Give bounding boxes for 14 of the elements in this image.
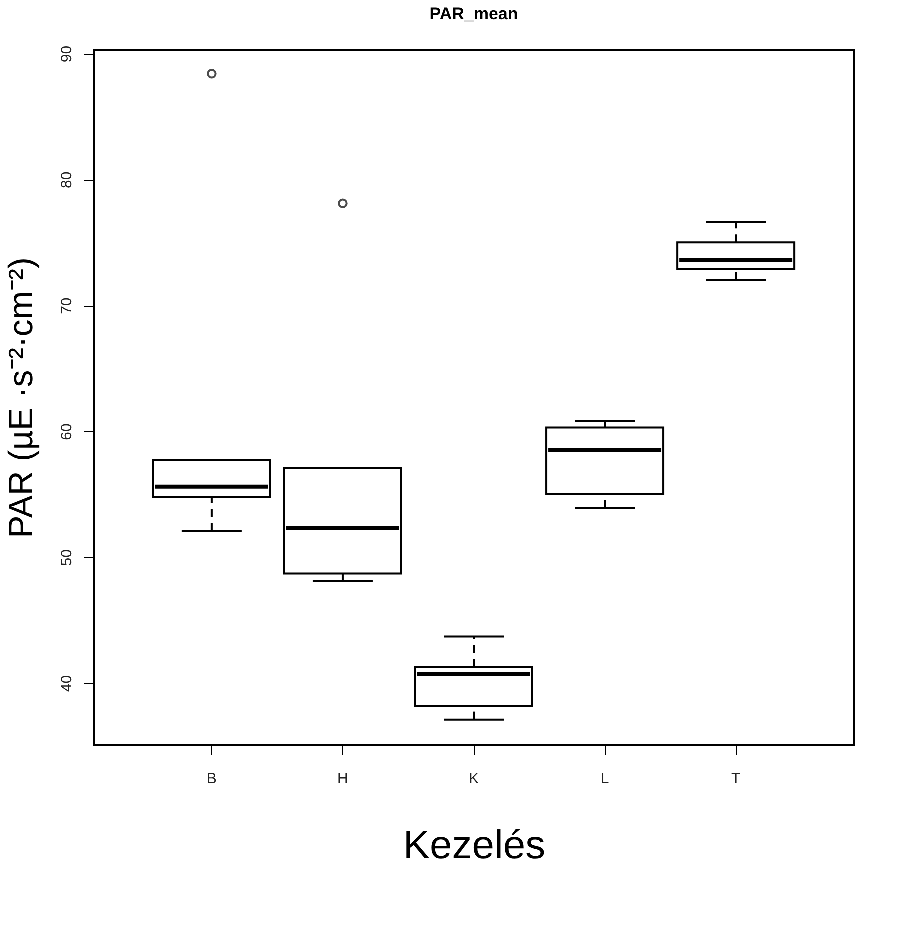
x-tick-label: T <box>731 770 741 788</box>
y-tick-label: 60 <box>58 424 76 440</box>
y-tick-label: 70 <box>58 298 76 314</box>
x-tick-label: B <box>206 770 217 788</box>
chart-title: PAR_mean <box>430 4 518 24</box>
x-axis-title: Kezelés <box>403 824 546 868</box>
y-tick-label: 80 <box>58 172 76 189</box>
x-tick-label: K <box>468 770 480 788</box>
x-tick-label: H <box>338 770 348 788</box>
y-tick-label: 50 <box>58 550 76 566</box>
x-tick-label: L <box>600 770 610 788</box>
y-tick-label: 90 <box>58 46 76 63</box>
y-tick-label: 40 <box>58 675 76 692</box>
y-axis-title: PAR (µE ·s⁻²·cm⁻²) <box>2 258 40 538</box>
